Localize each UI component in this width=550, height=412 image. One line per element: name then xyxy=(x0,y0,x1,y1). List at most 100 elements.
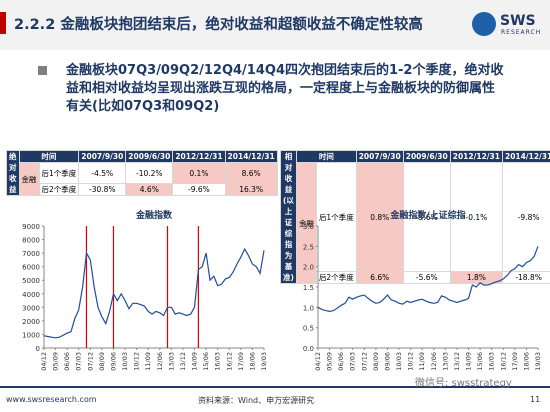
x-tick-label: 10/12 xyxy=(133,352,141,371)
table-cell: -3.6% xyxy=(402,162,451,272)
x-tick-label: 10/03 xyxy=(121,352,129,371)
chart: 金融指数 0 1000 2000 3000 4000 5000 6000 7000 8000 900… xyxy=(22,209,268,371)
accent-bar xyxy=(0,12,6,34)
x-tick-label: 04/12 xyxy=(314,352,322,371)
y-tick-label: 1.0 xyxy=(303,304,314,312)
x-tick-label: 07/12 xyxy=(360,352,368,371)
x-tick-label: 17/09 xyxy=(511,352,519,371)
table-row: 后2个季度 -30.8% 4.6% -9.6% 16.3% xyxy=(7,183,278,196)
table-cell: 1.8% xyxy=(449,271,503,284)
y-tick-label: 0 xyxy=(36,345,40,353)
table-cell: 后1个季度 xyxy=(315,162,357,272)
x-tick-label: 07/03 xyxy=(75,352,83,371)
table-cell: -30.8% xyxy=(78,183,127,196)
line-series xyxy=(317,246,539,313)
y-tick-label: 6000 xyxy=(22,264,40,272)
x-tick-label: 09/06 xyxy=(383,352,391,371)
table-cell: 2012/12/31 xyxy=(172,150,226,163)
table-cell: -9.8% xyxy=(501,162,550,272)
x-tick-label: 18/06 xyxy=(522,352,530,371)
x-tick-label: 07/12 xyxy=(86,352,94,371)
table-cell: 2009/6/30 xyxy=(402,150,451,163)
x-tick-label: 15/06 xyxy=(202,352,210,371)
table-cell: -5.6% xyxy=(402,271,451,284)
table-cell: 2014/12/31 xyxy=(224,150,278,163)
y-tick-label: 3000 xyxy=(22,304,40,312)
logo-mark xyxy=(472,12,496,36)
x-tick-label: 08/09 xyxy=(98,352,106,371)
y-tick-label: 4000 xyxy=(22,291,40,299)
table-cell: -4.5% xyxy=(78,162,127,184)
x-tick-label: 05/09 xyxy=(326,352,334,371)
x-tick-label: 16/12 xyxy=(225,352,233,371)
table-row: 相对收益(以上证综指为基准) 时间 2007/9/30 2009/6/30 2012/1… xyxy=(280,150,550,284)
logo: SWS RESEARCH xyxy=(472,10,542,40)
x-tick-label: 13/03 xyxy=(441,352,449,371)
chart: 金融指数/上证综指 0.0 0.5 1.0 1.5 2.0 2.5 3.0 04/12 05/09… xyxy=(303,209,542,371)
table: 绝对收益 时间 2007/9/30 2009/6/30 2012/12/31 2014/1… xyxy=(6,150,278,196)
x-tick-label: 04/12 xyxy=(40,352,48,371)
logo-text: SWS xyxy=(500,13,536,29)
table-cell: 4.6% xyxy=(125,183,174,196)
table-row: 绝对收益 时间 2007/9/30 2009/6/30 2012/12/31 2014/1… xyxy=(6,150,278,196)
x-tick-label: 12/06 xyxy=(430,352,438,371)
y-tick-label: 1.5 xyxy=(303,284,314,292)
table-cell: -9.6% xyxy=(172,183,226,196)
table-row: 金融 后1个季度 0.8% -3.6% -0.1% -9.8% xyxy=(281,162,550,284)
table-cell: 后2个季度 xyxy=(315,271,357,284)
x-tick-label: 05/09 xyxy=(52,352,60,371)
table-cell: -0.1% xyxy=(449,162,503,272)
line-series xyxy=(43,247,265,339)
table-cell: 金融 xyxy=(18,162,40,196)
footer-url: www.swsresearch.com xyxy=(6,395,97,404)
x-tick-label: 10/12 xyxy=(407,352,415,371)
watermark: 微信号: swsstrategy xyxy=(415,378,512,389)
y-tick-label: 3.0 xyxy=(303,223,314,231)
bullet-text: 金融板块07Q3/09Q2/12Q4/14Q4四次抱团结束后的1-2个季度，绝对… xyxy=(66,63,504,114)
table-cell: 后2个季度 xyxy=(38,183,80,196)
y-tick-label: 8000 xyxy=(22,237,40,245)
logo-sub: RESEARCH xyxy=(501,29,542,36)
x-tick-label: 15/06 xyxy=(476,352,484,371)
table-cell: -18.8% xyxy=(501,271,550,284)
table-cell: 16.3% xyxy=(224,183,278,196)
table-row: 后2个季度 6.6% -5.6% 1.8% -18.8% xyxy=(281,271,550,284)
x-tick-label: 11/09 xyxy=(418,352,426,371)
table-cell: 2014/12/31 xyxy=(501,150,550,163)
slide-title: 2.2.2 金融板块抱团结束后，绝对收益和超额收益不确定性较高 xyxy=(14,17,423,33)
x-tick-label: 19/03 xyxy=(260,352,268,371)
y-tick-label: 5000 xyxy=(22,277,40,285)
y-tick-label: 0.5 xyxy=(303,325,314,333)
table-cell: 时间 xyxy=(18,150,80,163)
footer-source: 资料来源：Wind、申万宏源研究 xyxy=(198,396,315,405)
y-tick-label: 2000 xyxy=(22,318,40,326)
x-tick-label: 14/09 xyxy=(191,352,199,371)
x-tick-label: 13/12 xyxy=(453,352,461,371)
table-cell: -10.2% xyxy=(125,162,174,184)
table-cell: 2012/12/31 xyxy=(449,150,503,163)
x-tick-label: 18/06 xyxy=(248,352,256,371)
y-tick-label: 0.0 xyxy=(303,345,314,353)
x-tick-label: 13/12 xyxy=(179,352,187,371)
x-tick-label: 16/03 xyxy=(214,352,222,371)
x-tick-label: 16/12 xyxy=(499,352,507,371)
x-tick-label: 19/03 xyxy=(534,352,542,371)
x-tick-label: 17/09 xyxy=(237,352,245,371)
table-cell: 6.6% xyxy=(355,271,404,284)
x-tick-label: 08/09 xyxy=(372,352,380,371)
x-tick-label: 10/03 xyxy=(395,352,403,371)
table-cell: 8.6% xyxy=(224,162,278,184)
chart-title: 金融指数/上证综指 xyxy=(389,209,465,221)
table-cell: 时间 xyxy=(295,150,357,163)
y-tick-label: 1000 xyxy=(22,331,40,339)
table-cell: 后1个季度 xyxy=(38,162,80,184)
bullet-marker xyxy=(38,66,47,75)
x-tick-label: 13/03 xyxy=(167,352,175,371)
x-tick-label: 09/06 xyxy=(109,352,117,371)
x-tick-label: 07/03 xyxy=(349,352,357,371)
table-cell: 2007/9/30 xyxy=(78,150,127,163)
y-tick-label: 2.0 xyxy=(303,264,314,272)
table-cell: 2009/6/30 xyxy=(125,150,174,163)
table-cell: 2007/9/30 xyxy=(355,150,404,163)
